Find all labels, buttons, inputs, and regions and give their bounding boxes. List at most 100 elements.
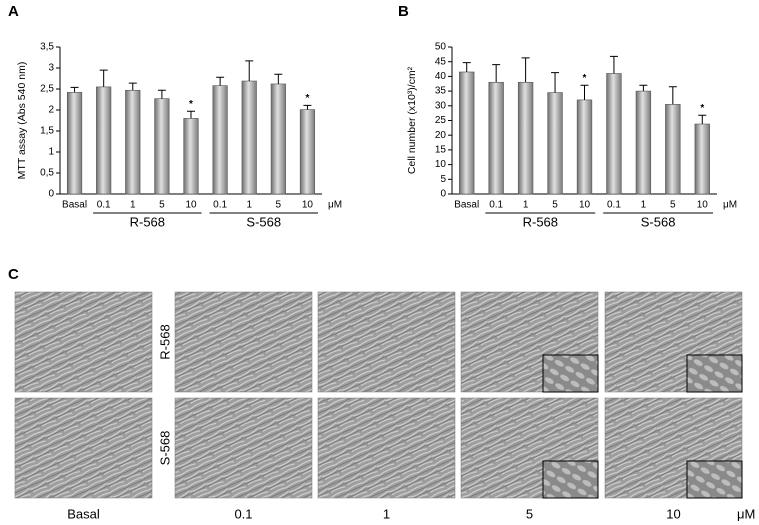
x-tick-label: 10 (185, 200, 197, 211)
micrograph (317, 291, 456, 393)
y-tick-label: 40 (435, 71, 447, 82)
significance: * (700, 103, 704, 114)
y-tick-label: 25 (435, 115, 447, 126)
x-tick-label: 10 (302, 200, 314, 211)
bar (459, 71, 475, 195)
x-tick-label: 5 (159, 200, 165, 211)
x-tick-label: 1 (130, 200, 136, 211)
x-tick-label: 1 (641, 200, 647, 211)
y-axis-title: MTT assay (Abs 540 nm) (16, 62, 28, 180)
x-tick-label: 10 (697, 200, 709, 211)
x-tick-label: 0.1 (97, 200, 111, 211)
error-bar (492, 64, 501, 83)
x-tick-label: 0.1 (213, 200, 227, 211)
column-label: 5 (526, 506, 533, 521)
significance: * (189, 99, 193, 110)
bar (125, 89, 141, 195)
micrograph-inset (542, 354, 599, 393)
bar (547, 92, 563, 195)
group-label: S-568 (641, 214, 676, 229)
bar (606, 73, 622, 195)
row-label: S-568 (157, 431, 172, 466)
error-bar (70, 86, 79, 93)
error-bar (99, 69, 108, 87)
x-tick-label: 5 (670, 200, 676, 211)
error-bar (303, 104, 312, 110)
x-tick-label: 5 (552, 200, 558, 211)
y-tick-label: 2,5 (40, 84, 54, 95)
micrograph (317, 397, 456, 499)
micrograph-inset (686, 354, 743, 393)
y-tick-label: 0 (440, 189, 446, 200)
y-tick-label: 2 (48, 105, 54, 116)
micrograph (174, 291, 313, 393)
error-bar (187, 110, 195, 119)
micrograph (14, 397, 153, 499)
bar (576, 99, 593, 195)
bar (665, 104, 681, 195)
significance: * (305, 93, 309, 104)
significance: * (583, 73, 587, 84)
error-bar (274, 73, 283, 84)
micrograph-inset (542, 460, 599, 499)
y-tick-label: 0,5 (40, 168, 54, 179)
bar (66, 92, 83, 195)
error-bar (128, 82, 137, 91)
y-tick-label: 10 (435, 159, 447, 170)
y-tick-label: 1 (48, 147, 54, 158)
y-tick-label: 45 (435, 56, 447, 67)
error-bar (462, 62, 471, 72)
group-label: R-568 (130, 214, 165, 229)
error-bar (609, 55, 618, 74)
bar (488, 81, 504, 195)
bar (154, 98, 170, 195)
x-unit: μM (328, 200, 342, 211)
panel-label: B (398, 3, 409, 20)
y-tick-label: 15 (435, 145, 447, 156)
y-tick-label: 20 (435, 130, 447, 141)
error-bar (521, 57, 530, 83)
bar (517, 81, 534, 195)
unit-label: μM (737, 506, 755, 521)
x-tick-label: 1 (246, 200, 252, 211)
error-bar (551, 72, 560, 93)
x-tick-label: Basal (454, 200, 479, 211)
y-tick-label: 1,5 (40, 126, 54, 137)
error-bar (216, 76, 225, 86)
bar (96, 86, 112, 195)
group-label: R-568 (523, 214, 558, 229)
x-unit: μM (723, 200, 737, 211)
column-label: Basal (67, 506, 100, 521)
error-bar (668, 86, 677, 105)
bar (299, 109, 316, 195)
panel-label: A (8, 3, 19, 20)
y-tick-label: 50 (435, 42, 447, 53)
bar (270, 83, 286, 195)
error-bar (698, 114, 707, 125)
micrograph (14, 291, 153, 393)
error-bar (245, 60, 254, 82)
bar (241, 80, 257, 195)
x-tick-label: Basal (62, 200, 87, 211)
micrograph-inset (686, 460, 743, 499)
micrograph (174, 397, 313, 499)
error-bar (157, 89, 166, 99)
y-tick-label: 30 (435, 100, 447, 111)
bar (635, 90, 652, 195)
column-label: 1 (383, 506, 390, 521)
column-label: 0.1 (234, 506, 252, 521)
row-label: R-568 (157, 324, 172, 359)
error-bar (580, 84, 589, 100)
y-tick-label: 3,5 (40, 42, 54, 53)
x-tick-label: 0.1 (489, 200, 503, 211)
bar (212, 85, 228, 195)
y-tick-label: 0 (48, 189, 54, 200)
group-label: S-568 (246, 214, 281, 229)
x-tick-label: 1 (523, 200, 529, 211)
y-axis-title: Cell number (x10³)/cm² (406, 66, 418, 174)
bar (694, 123, 710, 195)
y-tick-label: 35 (435, 86, 447, 97)
error-bar (639, 84, 648, 92)
column-label: 10 (666, 506, 680, 521)
